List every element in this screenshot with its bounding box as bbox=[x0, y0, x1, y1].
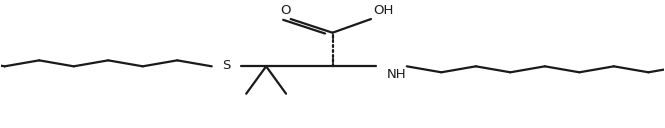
Text: O: O bbox=[280, 4, 291, 17]
Text: NH: NH bbox=[386, 68, 406, 81]
Text: S: S bbox=[222, 59, 231, 72]
Text: OH: OH bbox=[373, 4, 394, 17]
